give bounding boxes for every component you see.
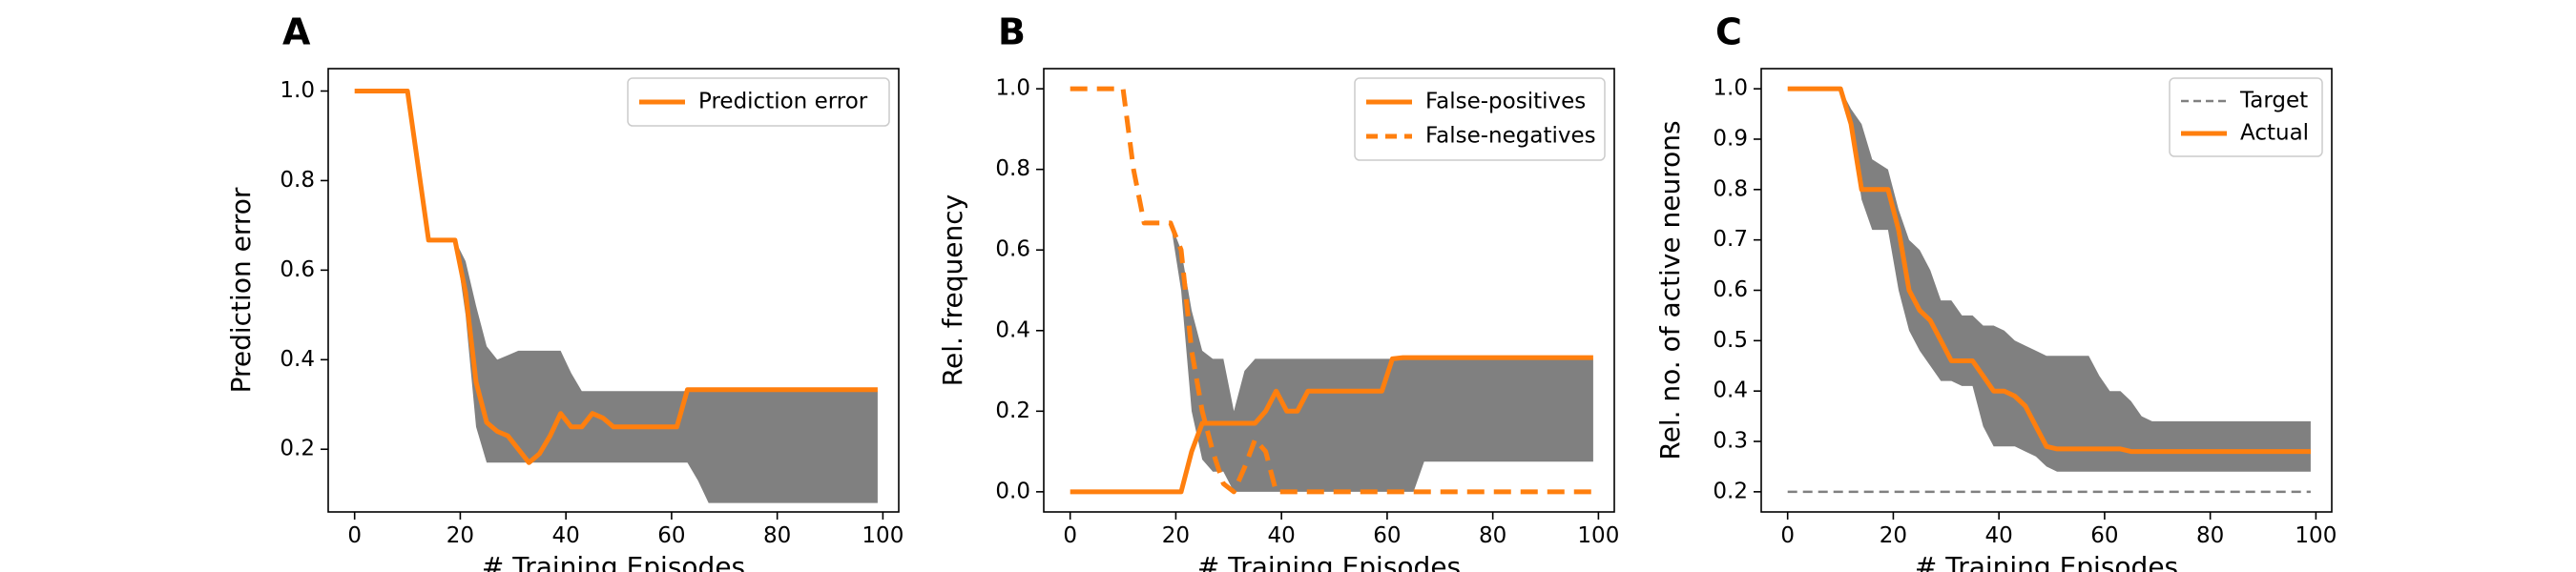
legend-label: Actual: [2240, 121, 2309, 146]
panel-letter: B: [998, 11, 1026, 53]
x-tick-label: 40: [1268, 523, 1296, 548]
x-tick-label: 100: [2295, 523, 2337, 548]
range-band: [454, 239, 878, 503]
x-tick-label: 20: [447, 523, 474, 548]
panel-a: A 0 20 40 60 80 100 0.2 0.4 0.6 0.8 1.0 # Training E…: [225, 11, 904, 572]
x-axis-label: # Training Episodes: [1197, 551, 1461, 572]
series-line: [354, 89, 878, 465]
range-band: [1170, 222, 1593, 492]
y-axis-label: Prediction error: [225, 187, 257, 393]
y-tick-label: 0.2: [280, 437, 315, 461]
y-tick-label: 0.5: [1713, 328, 1748, 353]
x-axis-label: # Training Episodes: [1915, 551, 2178, 572]
legend-label: Target: [2239, 89, 2308, 113]
y-tick-label: 0.6: [280, 257, 315, 282]
y-tick-label: 0.4: [995, 317, 1030, 342]
axes-frame: [327, 68, 900, 513]
series-line: [1070, 86, 1593, 495]
y-tick-label: 0.0: [995, 479, 1030, 503]
y-tick-label: 1.0: [1713, 76, 1748, 101]
x-tick-label: 40: [1985, 523, 2013, 548]
panel-c: C 0 20 40 60 80 100 0.2 0.3 0.4 0.5 0.6 0.7 0.8 0.9 1.0…: [1654, 11, 2337, 572]
x-tick-label: 80: [1479, 523, 1506, 548]
series-line: [1787, 86, 2311, 455]
panel-b: B 0 20 40 60 80 100 0.0 0.2 0.4 0.6 0.8 1.0 # Trainin…: [937, 11, 1619, 572]
x-tick-label: 0: [1780, 523, 1795, 548]
x-tick-label: 40: [552, 523, 580, 548]
y-tick-label: 0.6: [995, 237, 1030, 262]
x-axis-label: # Training Episodes: [482, 551, 745, 572]
y-tick-label: 0.2: [995, 398, 1030, 423]
x-tick-label: 60: [1373, 523, 1401, 548]
y-axis-label: Rel. frequency: [937, 194, 968, 386]
y-axis-label: Rel. no. of active neurons: [1654, 120, 1686, 460]
range-band: [1787, 89, 2311, 472]
x-tick-label: 100: [1577, 523, 1619, 548]
y-tick-label: 0.8: [1713, 176, 1748, 201]
y-tick-label: 0.2: [1713, 479, 1748, 503]
legend-box: [2169, 77, 2323, 157]
legend-label: False-positives: [1425, 90, 1586, 114]
y-tick-label: 0.4: [280, 347, 315, 372]
y-tick-label: 0.7: [1713, 227, 1748, 252]
y-tick-label: 0.3: [1713, 429, 1748, 454]
panel-letter: C: [1715, 11, 1742, 53]
x-tick-label: 0: [1063, 523, 1077, 548]
y-tick-label: 0.6: [1713, 277, 1748, 302]
y-tick-label: 1.0: [995, 76, 1030, 101]
x-tick-label: 20: [1162, 523, 1190, 548]
y-tick-label: 0.8: [280, 168, 315, 193]
panel-letter: A: [282, 11, 311, 53]
y-tick-label: 0.4: [1713, 378, 1748, 403]
legend-label: Prediction error: [698, 90, 868, 114]
x-tick-label: 60: [657, 523, 685, 548]
x-tick-label: 80: [763, 523, 791, 548]
legend-label: False-negatives: [1425, 124, 1596, 149]
y-tick-label: 0.9: [1713, 126, 1748, 151]
x-tick-label: 20: [1880, 523, 1907, 548]
y-tick-label: 0.8: [995, 156, 1030, 181]
legend-box: [627, 77, 890, 127]
x-tick-label: 0: [347, 523, 362, 548]
axes-frame: [1043, 68, 1615, 513]
x-tick-label: 60: [2090, 523, 2118, 548]
y-tick-label: 1.0: [280, 78, 315, 103]
series-line: [1070, 355, 1593, 495]
x-tick-label: 80: [2196, 523, 2224, 548]
x-tick-label: 100: [862, 523, 904, 548]
legend-box: [1354, 77, 1606, 161]
